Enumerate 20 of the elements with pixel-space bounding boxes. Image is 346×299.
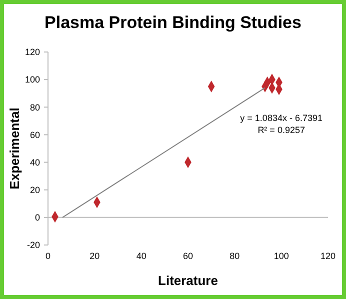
y-tick-label: 100	[24, 74, 40, 85]
y-tick-label: 60	[30, 130, 40, 140]
x-tick-label: 120	[320, 251, 336, 261]
annotation: y = 1.0834x - 6.7391	[240, 112, 322, 123]
y-tick-label: 80	[30, 102, 40, 112]
annotation: R² = 0.9257	[258, 124, 305, 135]
y-tick-label: 120	[24, 47, 40, 58]
chart-title: Plasma Protein Binding Studies	[44, 13, 302, 32]
x-tick-label: 40	[136, 251, 146, 261]
x-axis-title: Literature	[158, 273, 218, 288]
y-tick-label: -20	[26, 240, 40, 250]
x-tick-label: 60	[182, 251, 194, 261]
y-tick-label: 0	[34, 212, 40, 223]
x-tick-label: 100	[274, 251, 289, 261]
y-axis-title: Experimental	[7, 108, 22, 190]
x-tick-label: 0	[45, 251, 51, 261]
x-tick-label: 80	[230, 251, 240, 261]
y-tick-label: 20	[30, 185, 40, 196]
x-tick-label: 20	[90, 251, 100, 261]
y-tick-label: 40	[30, 157, 40, 168]
